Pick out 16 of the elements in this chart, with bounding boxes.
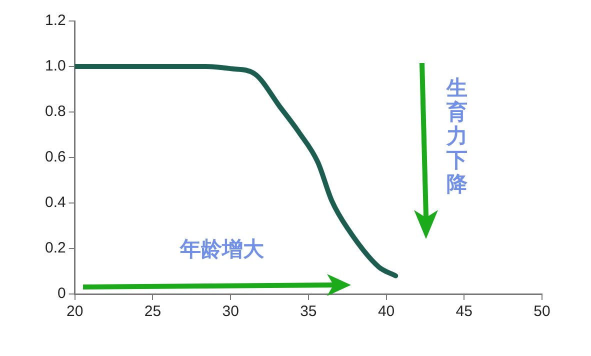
y-tick-label: 0.6	[44, 148, 66, 166]
x-tick-label: 25	[144, 303, 162, 320]
y-tick-label: 1.0	[44, 58, 66, 75]
annotation: 年龄增大	[180, 237, 264, 262]
annotation: 生育力下降	[446, 76, 468, 196]
x-tick-label: 20	[66, 303, 84, 320]
x-tick-label: 50	[534, 303, 550, 320]
y-tick-label: 0.4	[44, 194, 66, 212]
y-tick-label: 0	[58, 285, 66, 302]
x-tick-label: 40	[378, 303, 395, 320]
x-tick-label: 35	[300, 303, 317, 320]
y-tick-label: 0.8	[44, 103, 66, 120]
x-tick-label: 45	[456, 303, 472, 320]
x-tick-label: 30	[222, 303, 239, 320]
y-tick-label: 0.2	[44, 240, 66, 257]
y-tick-label: 1.2	[44, 12, 66, 30]
